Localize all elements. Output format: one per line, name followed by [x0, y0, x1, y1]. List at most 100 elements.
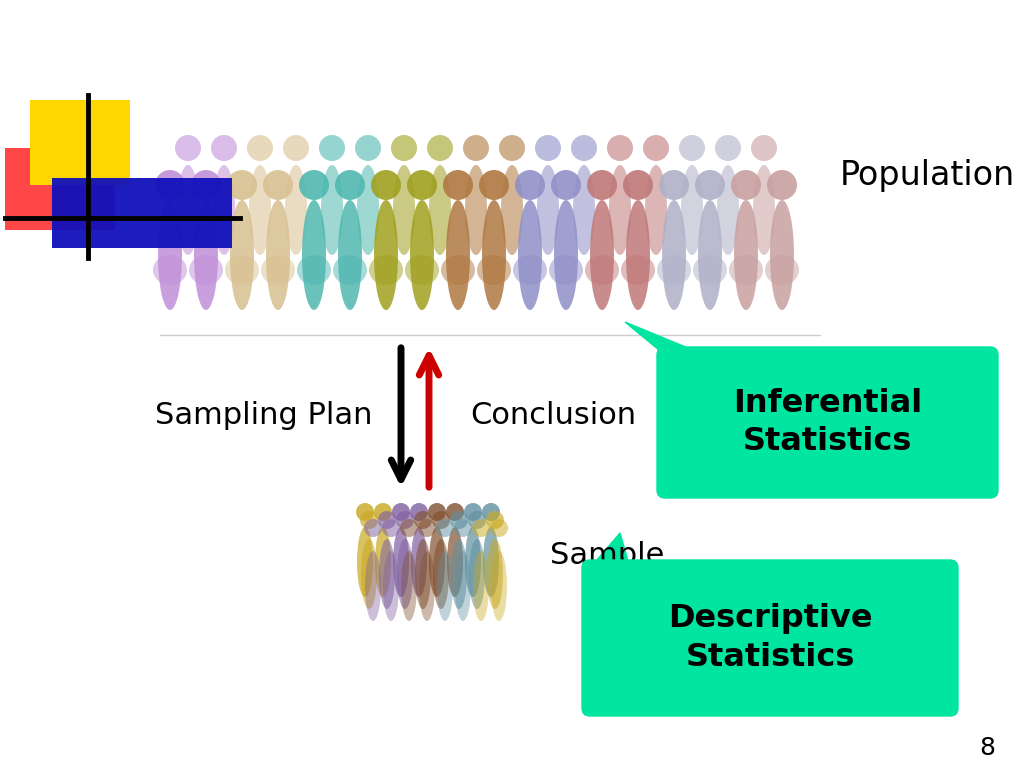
Circle shape	[211, 135, 237, 161]
Ellipse shape	[447, 527, 463, 597]
Circle shape	[428, 503, 446, 521]
Circle shape	[299, 170, 329, 200]
Circle shape	[360, 511, 378, 529]
Circle shape	[482, 503, 500, 521]
Ellipse shape	[554, 200, 578, 310]
Circle shape	[364, 519, 382, 537]
Ellipse shape	[333, 255, 367, 285]
Circle shape	[607, 135, 633, 161]
Circle shape	[450, 511, 468, 529]
Ellipse shape	[573, 165, 595, 255]
Ellipse shape	[734, 200, 758, 310]
Circle shape	[767, 170, 797, 200]
Ellipse shape	[406, 255, 439, 285]
Ellipse shape	[374, 200, 398, 310]
Circle shape	[355, 135, 381, 161]
Circle shape	[446, 503, 464, 521]
Ellipse shape	[693, 255, 727, 285]
Bar	[52, 178, 232, 248]
Ellipse shape	[451, 539, 467, 609]
Ellipse shape	[621, 255, 655, 285]
Circle shape	[400, 519, 418, 537]
Ellipse shape	[302, 200, 326, 310]
Circle shape	[436, 519, 454, 537]
Circle shape	[751, 135, 777, 161]
Ellipse shape	[369, 255, 403, 285]
Ellipse shape	[357, 165, 379, 255]
Circle shape	[227, 170, 257, 200]
Text: Conclusion: Conclusion	[470, 400, 636, 429]
Ellipse shape	[765, 255, 799, 285]
Ellipse shape	[158, 200, 182, 310]
Ellipse shape	[177, 165, 199, 255]
Text: Descriptive
Statistics: Descriptive Statistics	[668, 604, 872, 673]
Ellipse shape	[465, 165, 487, 255]
Ellipse shape	[482, 200, 506, 310]
Circle shape	[392, 503, 410, 521]
Circle shape	[551, 170, 581, 200]
Ellipse shape	[415, 539, 431, 609]
Ellipse shape	[518, 200, 542, 310]
Circle shape	[571, 135, 597, 161]
Ellipse shape	[213, 165, 234, 255]
Text: Sample: Sample	[550, 541, 665, 570]
Circle shape	[371, 170, 401, 200]
Circle shape	[247, 135, 273, 161]
Circle shape	[427, 135, 453, 161]
Circle shape	[432, 511, 450, 529]
Polygon shape	[625, 322, 705, 355]
Circle shape	[155, 170, 185, 200]
Ellipse shape	[411, 527, 427, 597]
Circle shape	[335, 170, 365, 200]
Ellipse shape	[433, 539, 449, 609]
Ellipse shape	[194, 200, 218, 310]
Ellipse shape	[465, 527, 481, 597]
Circle shape	[679, 135, 705, 161]
Circle shape	[463, 135, 489, 161]
Ellipse shape	[266, 200, 290, 310]
Ellipse shape	[410, 200, 434, 310]
Circle shape	[515, 170, 545, 200]
Text: 8: 8	[979, 736, 995, 760]
Ellipse shape	[487, 539, 503, 609]
Circle shape	[443, 170, 473, 200]
FancyBboxPatch shape	[657, 347, 998, 498]
Circle shape	[659, 170, 689, 200]
Ellipse shape	[153, 255, 187, 285]
Text: Population: Population	[840, 158, 1015, 191]
Ellipse shape	[626, 200, 650, 310]
Circle shape	[731, 170, 761, 200]
Circle shape	[391, 135, 417, 161]
Circle shape	[454, 519, 472, 537]
Ellipse shape	[429, 165, 451, 255]
Ellipse shape	[429, 527, 445, 597]
Ellipse shape	[249, 165, 271, 255]
Polygon shape	[590, 533, 630, 568]
Ellipse shape	[441, 255, 475, 285]
Circle shape	[472, 519, 490, 537]
Ellipse shape	[645, 165, 667, 255]
Circle shape	[464, 503, 482, 521]
Circle shape	[263, 170, 293, 200]
Circle shape	[374, 503, 392, 521]
Ellipse shape	[379, 539, 395, 609]
Ellipse shape	[609, 165, 631, 255]
Ellipse shape	[401, 551, 417, 621]
Ellipse shape	[501, 165, 523, 255]
Ellipse shape	[469, 539, 485, 609]
Ellipse shape	[225, 255, 259, 285]
Ellipse shape	[753, 165, 775, 255]
Ellipse shape	[357, 527, 373, 597]
Ellipse shape	[681, 165, 703, 255]
Circle shape	[414, 511, 432, 529]
Ellipse shape	[437, 551, 453, 621]
Ellipse shape	[657, 255, 691, 285]
Ellipse shape	[393, 527, 409, 597]
Circle shape	[587, 170, 617, 200]
Ellipse shape	[375, 527, 391, 597]
Circle shape	[479, 170, 509, 200]
Circle shape	[490, 519, 508, 537]
Text: Inferential
Statistics: Inferential Statistics	[733, 388, 923, 457]
Circle shape	[378, 511, 396, 529]
Circle shape	[643, 135, 669, 161]
